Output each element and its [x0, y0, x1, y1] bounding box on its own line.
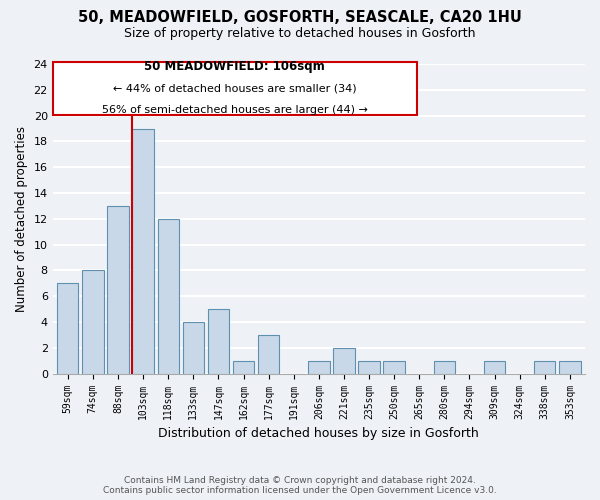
Bar [258, 335, 279, 374]
X-axis label: Distribution of detached houses by size in Gosforth: Distribution of detached houses by size … [158, 427, 479, 440]
Bar [233, 361, 254, 374]
Bar [434, 361, 455, 374]
Bar [57, 284, 79, 374]
Bar [534, 361, 556, 374]
Text: Size of property relative to detached houses in Gosforth: Size of property relative to detached ho… [124, 28, 476, 40]
Bar [308, 361, 329, 374]
Text: 50, MEADOWFIELD, GOSFORTH, SEASCALE, CA20 1HU: 50, MEADOWFIELD, GOSFORTH, SEASCALE, CA2… [78, 10, 522, 25]
Bar [559, 361, 581, 374]
Bar [333, 348, 355, 374]
Text: 50 MEADOWFIELD: 106sqm: 50 MEADOWFIELD: 106sqm [145, 60, 325, 74]
Bar [182, 322, 204, 374]
Bar [358, 361, 380, 374]
Y-axis label: Number of detached properties: Number of detached properties [15, 126, 28, 312]
FancyBboxPatch shape [53, 62, 417, 114]
Bar [158, 219, 179, 374]
Text: ← 44% of detached houses are smaller (34): ← 44% of detached houses are smaller (34… [113, 84, 356, 94]
Bar [484, 361, 505, 374]
Bar [133, 128, 154, 374]
Bar [107, 206, 128, 374]
Bar [383, 361, 405, 374]
Text: Contains HM Land Registry data © Crown copyright and database right 2024.
Contai: Contains HM Land Registry data © Crown c… [103, 476, 497, 495]
Bar [82, 270, 104, 374]
Bar [208, 309, 229, 374]
Text: 56% of semi-detached houses are larger (44) →: 56% of semi-detached houses are larger (… [102, 105, 368, 115]
